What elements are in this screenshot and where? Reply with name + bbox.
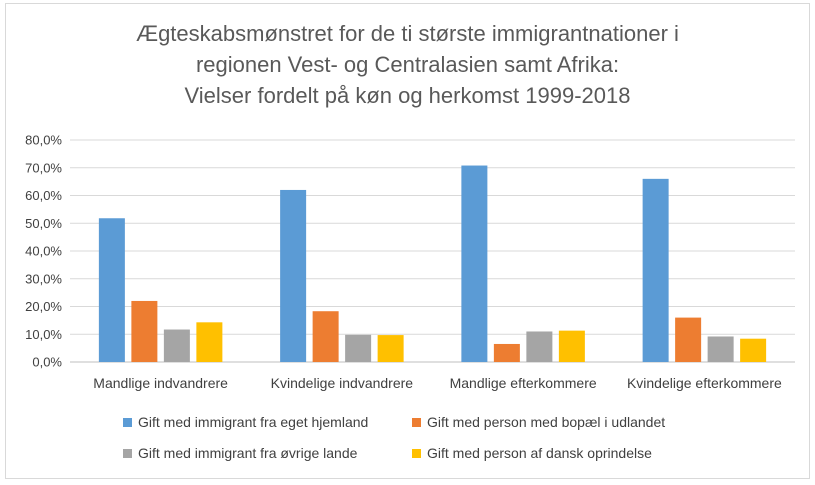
chart-title-line-3: Vielser fordelt på køn og herkomst 1999-…	[184, 83, 631, 108]
x-category-label: Mandlige indvandrere	[93, 375, 228, 391]
bar	[131, 300, 158, 362]
bar	[707, 336, 734, 362]
y-tick-label: 50,0%	[25, 216, 62, 231]
bar	[675, 317, 702, 362]
chart-title: Ægteskabsmønstret for de ti største immi…	[0, 18, 815, 111]
chart-title-line-2: regionen Vest- og Centralasien samt Afri…	[195, 52, 620, 77]
y-tick-label: 60,0%	[25, 188, 62, 203]
chart-frame	[5, 3, 810, 479]
y-tick-label: 20,0%	[25, 299, 62, 314]
bar	[526, 331, 553, 362]
y-tick-label: 10,0%	[25, 327, 62, 342]
bar	[377, 335, 404, 362]
y-tick-label: 40,0%	[25, 244, 62, 259]
y-tick-label: 0,0%	[32, 355, 62, 370]
y-tick-label: 70,0%	[25, 160, 62, 175]
x-category-label: Kvindelige efterkommere	[627, 375, 782, 391]
bar	[196, 322, 223, 362]
bar	[740, 338, 767, 362]
bar	[461, 165, 488, 362]
bar	[558, 330, 585, 362]
chart-title-line-1: Ægteskabsmønstret for de ti største immi…	[136, 21, 679, 46]
bar	[98, 218, 125, 362]
bar	[312, 311, 339, 362]
bar	[642, 178, 669, 362]
bar	[345, 334, 372, 362]
x-category-label: Kvindelige indvandrere	[271, 375, 414, 391]
bar	[493, 343, 520, 362]
bar	[280, 189, 307, 362]
y-tick-label: 80,0%	[25, 133, 62, 148]
bar	[163, 329, 190, 362]
x-category-label: Mandlige efterkommere	[450, 375, 597, 391]
y-tick-label: 30,0%	[25, 271, 62, 286]
